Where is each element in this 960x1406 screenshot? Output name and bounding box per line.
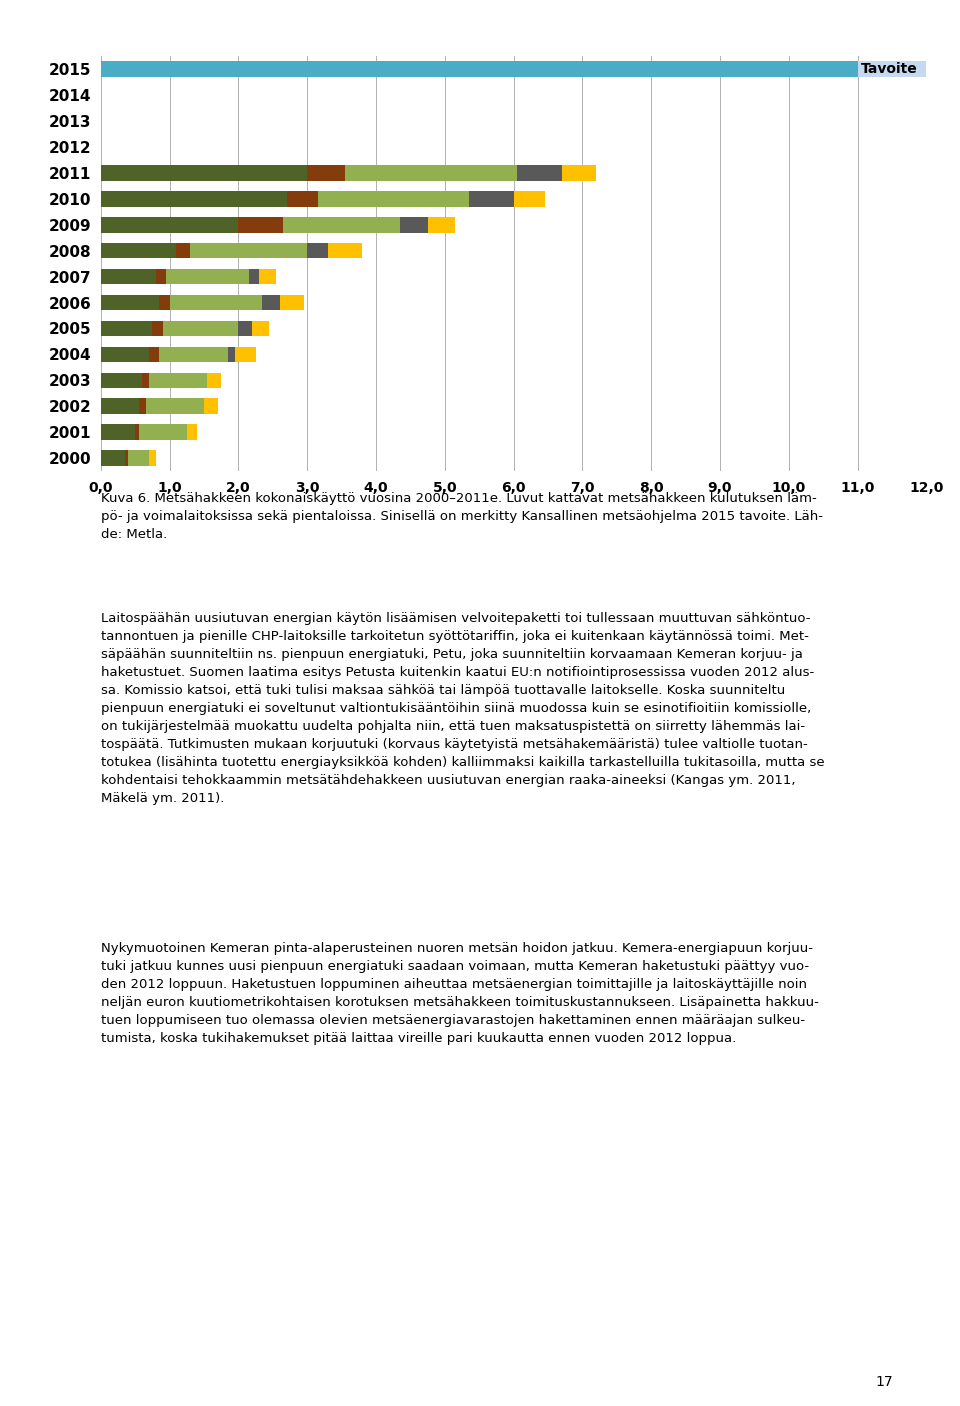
Bar <box>514 191 544 207</box>
Text: Tavoite: Tavoite <box>861 62 918 76</box>
Bar <box>101 243 177 259</box>
Bar <box>327 243 362 259</box>
Bar <box>857 62 926 77</box>
Bar <box>238 217 283 232</box>
Bar <box>149 346 159 363</box>
Bar <box>207 373 221 388</box>
Bar <box>142 373 149 388</box>
Bar <box>562 165 596 180</box>
Bar <box>279 295 303 311</box>
Text: Nykymuotoinen Kemeran pinta-alaperusteinen nuoren metsän hoidon jatkuu. Kemera-e: Nykymuotoinen Kemeran pinta-alaperustein… <box>101 942 819 1045</box>
Bar <box>146 398 204 413</box>
Bar <box>159 346 228 363</box>
Bar <box>101 398 138 413</box>
Bar <box>101 425 135 440</box>
Text: Kuva 6. Metsähakkeen kokonaiskäyttö vuosina 2000–2011e. Luvut kattavat metsähakk: Kuva 6. Metsähakkeen kokonaiskäyttö vuos… <box>101 492 823 541</box>
Bar <box>101 346 149 363</box>
Bar <box>156 269 166 284</box>
Bar <box>101 62 857 77</box>
Bar <box>318 191 468 207</box>
Bar <box>249 269 259 284</box>
Bar <box>177 243 190 259</box>
Bar <box>101 191 286 207</box>
Bar <box>138 398 146 413</box>
Bar <box>170 295 262 311</box>
Bar <box>101 321 153 336</box>
Bar <box>101 165 307 180</box>
Bar <box>286 191 318 207</box>
Bar <box>517 165 562 180</box>
Bar <box>307 165 345 180</box>
Bar <box>135 425 138 440</box>
Text: 17: 17 <box>876 1375 893 1389</box>
Bar <box>159 295 170 311</box>
Bar <box>125 450 129 465</box>
Bar <box>345 165 517 180</box>
Bar <box>204 398 218 413</box>
Bar <box>149 450 156 465</box>
Bar <box>283 217 400 232</box>
Bar <box>138 425 187 440</box>
Bar <box>190 243 307 259</box>
Bar <box>162 321 238 336</box>
Bar <box>238 321 252 336</box>
Bar <box>101 269 156 284</box>
Bar <box>101 295 159 311</box>
Bar <box>101 217 238 232</box>
Bar <box>153 321 162 336</box>
Bar <box>149 373 207 388</box>
Bar <box>101 450 125 465</box>
Bar <box>187 425 197 440</box>
Bar <box>235 346 255 363</box>
Text: Laitospäähän uusiutuvan energian käytön lisäämisen velvoitepaketti toi tullessaa: Laitospäähän uusiutuvan energian käytön … <box>101 612 825 804</box>
Bar <box>228 346 235 363</box>
Bar <box>166 269 249 284</box>
Bar <box>307 243 327 259</box>
Bar <box>252 321 270 336</box>
Bar <box>101 373 142 388</box>
Bar <box>259 269 276 284</box>
Bar <box>468 191 514 207</box>
Bar <box>400 217 427 232</box>
Bar <box>262 295 279 311</box>
Bar <box>129 450 149 465</box>
Bar <box>427 217 455 232</box>
